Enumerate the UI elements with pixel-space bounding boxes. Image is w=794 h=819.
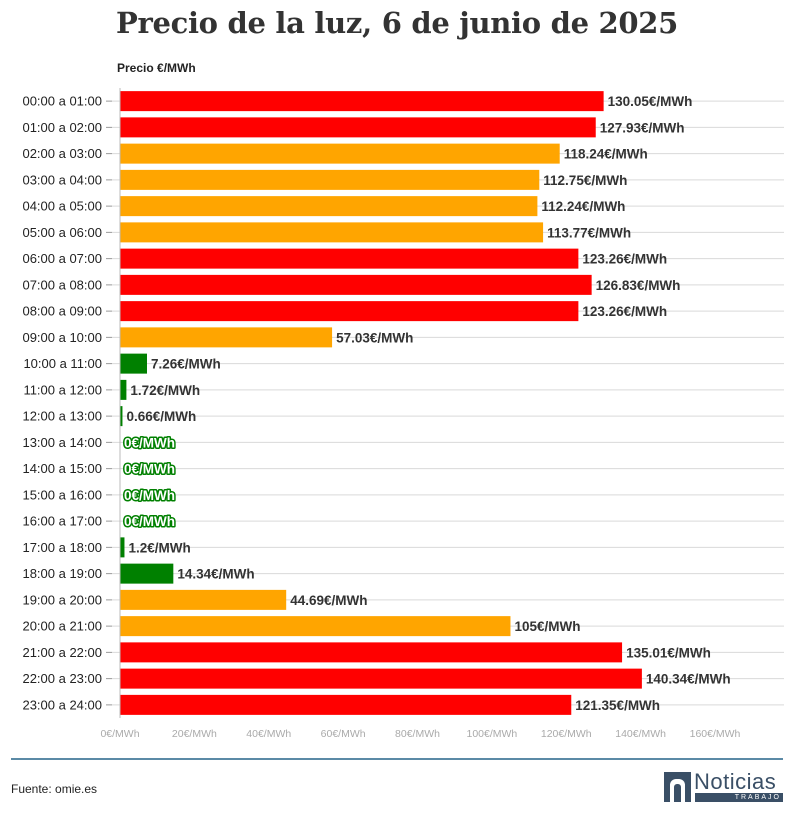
bar [120,642,623,663]
source-note: Fuente: omie.es [11,782,98,796]
bar [120,589,287,610]
x-tick-label: 140€/MWh [615,728,666,740]
value-label: 135.01€/MWh [626,645,711,660]
category-label: 15:00 a 16:00 [22,487,102,502]
category-label: 22:00 a 23:00 [22,671,102,686]
category-label: 23:00 a 24:00 [22,697,102,712]
x-tick-label: 60€/MWh [321,728,366,740]
bar [120,668,642,689]
value-label: 0€/MWh [124,462,175,477]
value-label: 123.26€/MWh [582,304,667,319]
logo-name: Noticias [694,769,777,794]
bar [120,406,123,427]
value-label: 0.66€/MWh [126,409,196,424]
logo-n-icon [664,772,691,802]
bar [120,117,596,138]
value-label: 105€/MWh [514,619,580,634]
category-label: 20:00 a 21:00 [22,619,102,634]
category-label: 19:00 a 20:00 [22,592,102,607]
category-label: 07:00 a 08:00 [22,277,102,292]
value-label: 0€/MWh [124,514,175,529]
category-label: 09:00 a 10:00 [22,330,102,345]
category-label: 06:00 a 07:00 [22,251,102,266]
bar [120,222,544,243]
bar [120,353,147,374]
bar [120,379,127,400]
category-label: 12:00 a 13:00 [22,409,102,424]
bar [120,616,511,637]
x-tick-label: 40€/MWh [246,728,291,740]
bar [120,327,333,348]
category-label: 18:00 a 19:00 [22,566,102,581]
bar [120,301,579,322]
brand-logo: Noticias TRABAJO [664,769,784,803]
bar [120,274,592,295]
category-label: 13:00 a 14:00 [22,435,102,450]
x-tick-label: 0€/MWh [100,728,139,740]
value-label: 1.72€/MWh [130,383,200,398]
value-label: 113.77€/MWh [547,225,631,240]
bar [120,143,560,164]
value-label: 121.35€/MWh [575,698,660,713]
category-label: 10:00 a 11:00 [23,356,102,371]
x-tick-label: 100€/MWh [466,728,517,740]
value-label: 112.75€/MWh [543,173,627,188]
x-tick-label: 160€/MWh [690,728,741,740]
category-label: 01:00 a 02:00 [22,120,102,135]
bar [120,248,579,269]
value-label: 118.24€/MWh [564,147,648,162]
category-label: 11:00 a 12:00 [23,382,102,397]
bar [120,169,540,190]
footer-divider [11,758,783,760]
value-label: 123.26€/MWh [582,252,667,267]
bar [120,196,538,217]
x-tick-label: 80€/MWh [395,728,440,740]
category-label: 17:00 a 18:00 [22,540,102,555]
bar [120,694,572,715]
value-label: 127.93€/MWh [600,120,685,135]
value-label: 112.24€/MWh [541,199,625,214]
y-axis-title: Precio €/MWh [117,61,196,75]
bar [120,563,174,584]
x-tick-label: 120€/MWh [541,728,592,740]
value-label: 44.69€/MWh [290,593,367,608]
value-label: 0€/MWh [124,488,175,503]
value-label: 7.26€/MWh [151,357,221,372]
bar [120,91,604,112]
chart-title: Precio de la luz, 6 de junio de 2025 [115,6,679,40]
value-label: 14.34€/MWh [177,567,254,582]
category-label: 02:00 a 03:00 [22,146,102,161]
value-label: 130.05€/MWh [608,94,693,109]
category-label: 16:00 a 17:00 [22,514,102,529]
category-label: 00:00 a 01:00 [22,94,102,109]
bar-chart: 00:00 a 01:00 130.05€/MWh 01:00 a 02:00 127… [22,88,784,740]
category-label: 21:00 a 22:00 [22,645,102,660]
value-label: 126.83€/MWh [596,278,681,293]
logo-subtitle: TRABAJO [695,793,783,802]
category-label: 08:00 a 09:00 [22,304,102,319]
category-label: 14:00 a 15:00 [22,461,102,476]
value-label: 140.34€/MWh [646,672,731,687]
category-label: 03:00 a 04:00 [22,172,102,187]
category-label: 04:00 a 05:00 [22,199,102,214]
x-tick-label: 20€/MWh [172,728,217,740]
category-label: 05:00 a 06:00 [22,225,102,240]
value-label: 57.03€/MWh [336,330,413,345]
value-label: 1.2€/MWh [128,540,190,555]
value-label: 0€/MWh [124,435,175,450]
bar [120,537,125,558]
